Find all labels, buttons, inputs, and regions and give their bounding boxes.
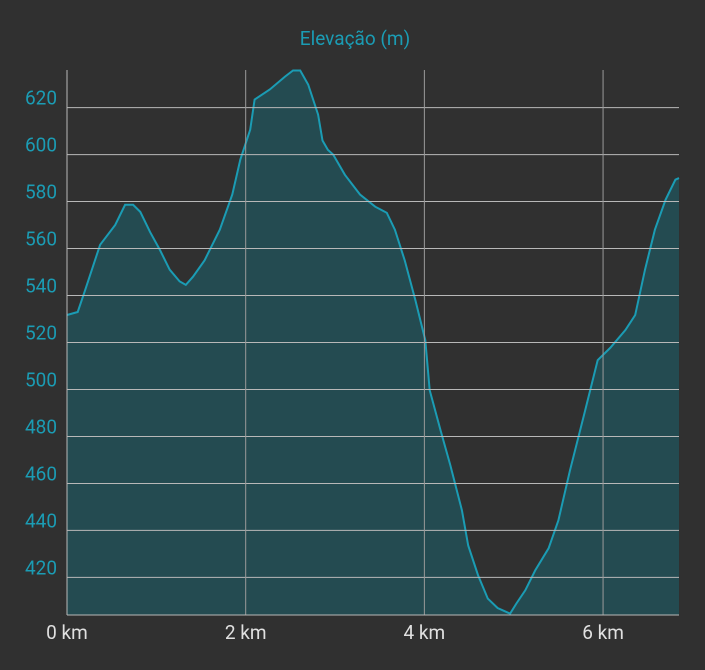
elevation-line (66, 69, 680, 615)
y-tick-label: 480 (25, 415, 57, 438)
y-tick-label: 420 (25, 556, 57, 579)
x-tick-label: 2 km (225, 621, 267, 644)
y-tick-label: 460 (25, 462, 57, 485)
y-tick-label: 560 (25, 228, 57, 251)
y-tick-label: 620 (25, 87, 57, 110)
y-tick-label: 500 (25, 368, 57, 391)
x-tick-label: 0 km (46, 621, 88, 644)
y-tick-label: 600 (25, 134, 57, 157)
y-tick-label: 540 (25, 275, 57, 298)
x-tick-label: 6 km (582, 621, 624, 644)
chart-title: Elevação (m) (300, 27, 410, 50)
x-tick-label: 4 km (404, 621, 446, 644)
y-tick-label: 440 (25, 509, 57, 532)
y-tick-label: 520 (25, 322, 57, 345)
y-tick-label: 580 (25, 181, 57, 204)
